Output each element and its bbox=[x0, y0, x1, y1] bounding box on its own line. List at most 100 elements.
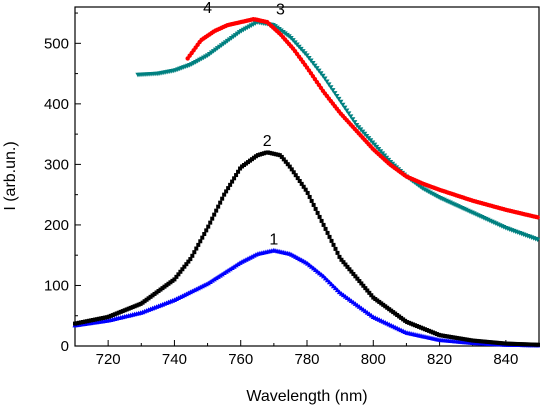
data-point-series-3 bbox=[350, 117, 356, 122]
data-point-series-2 bbox=[333, 246, 338, 251]
data-point-series-3 bbox=[348, 114, 354, 119]
x-axis-ticks: 720 740 760 780 800 820 840 bbox=[74, 340, 540, 368]
data-point-series-2 bbox=[307, 194, 312, 199]
data-point-series-2 bbox=[188, 257, 193, 262]
data-point-series-2 bbox=[295, 176, 300, 181]
data-point-series-2 bbox=[299, 181, 304, 186]
data-point-series-2 bbox=[349, 269, 354, 274]
data-point-series-2 bbox=[361, 283, 366, 288]
x-tick-label: 780 bbox=[294, 351, 319, 368]
x-axis-title: Wavelength (nm) bbox=[246, 388, 367, 405]
data-point-series-2 bbox=[335, 250, 340, 255]
data-point-series-2 bbox=[174, 274, 179, 279]
data-point-series-2 bbox=[283, 159, 288, 164]
data-point-series-4 bbox=[535, 215, 540, 220]
data-point-series-2 bbox=[287, 164, 292, 169]
curve-label: 2 bbox=[263, 133, 272, 150]
series-4 bbox=[185, 17, 540, 220]
data-point-series-3 bbox=[535, 237, 540, 243]
data-point-series-2 bbox=[345, 264, 350, 269]
data-point-series-2 bbox=[202, 232, 207, 237]
data-point-series-2 bbox=[327, 234, 332, 239]
data-point-series-3 bbox=[326, 82, 332, 87]
data-point-series-2 bbox=[367, 290, 372, 295]
data-point-series-2 bbox=[198, 239, 203, 244]
y-axis-title: I (arb.un.) bbox=[2, 141, 19, 210]
data-point-series-2 bbox=[182, 264, 187, 269]
data-point-series-2 bbox=[186, 259, 191, 264]
data-point-series-2 bbox=[220, 196, 225, 201]
data-point-series-2 bbox=[305, 190, 310, 195]
data-point-series-3 bbox=[336, 96, 342, 102]
data-point-series-2 bbox=[353, 274, 358, 279]
data-point-series-2 bbox=[313, 206, 318, 211]
data-point-series-2 bbox=[230, 179, 235, 184]
data-point-series-2 bbox=[236, 169, 241, 174]
data-point-series-3 bbox=[338, 99, 344, 105]
curve-label: 3 bbox=[276, 1, 285, 18]
series-1 bbox=[72, 247, 540, 348]
y-tick-label: 400 bbox=[44, 96, 69, 113]
y-tick-label: 500 bbox=[44, 35, 69, 52]
data-point-series-3 bbox=[314, 66, 320, 71]
annotation-layer: 1 2 3 4 bbox=[203, 0, 285, 248]
data-point-series-2 bbox=[317, 214, 322, 219]
data-point-series-2 bbox=[176, 272, 181, 277]
data-point-series-2 bbox=[303, 187, 308, 192]
x-tick-label: 720 bbox=[96, 351, 121, 368]
data-point-series-3 bbox=[320, 73, 326, 79]
data-point-series-2 bbox=[218, 200, 223, 205]
data-point-series-2 bbox=[321, 222, 326, 227]
data-point-series-2 bbox=[208, 220, 213, 225]
data-point-series-2 bbox=[281, 157, 286, 162]
y-tick-label: 0 bbox=[61, 338, 69, 355]
data-point-series-2 bbox=[339, 257, 344, 262]
data-point-series-2 bbox=[192, 250, 197, 255]
data-point-series-2 bbox=[301, 184, 306, 189]
data-point-series-2 bbox=[238, 166, 243, 171]
data-point-series-3 bbox=[344, 108, 350, 114]
data-point-series-2 bbox=[289, 167, 294, 172]
data-point-series-3 bbox=[310, 61, 316, 66]
data-point-series-3 bbox=[318, 71, 324, 76]
data-point-series-3 bbox=[312, 63, 318, 69]
data-point-series-3 bbox=[334, 93, 340, 99]
data-point-series-2 bbox=[228, 182, 233, 187]
data-point-series-2 bbox=[184, 262, 189, 267]
data-point-series-2 bbox=[325, 230, 330, 235]
series-2 bbox=[73, 150, 540, 347]
data-point-series-2 bbox=[190, 253, 195, 258]
data-point-series-3 bbox=[306, 55, 312, 61]
data-point-series-2 bbox=[172, 277, 177, 282]
data-point-series-2 bbox=[357, 279, 362, 284]
data-point-series-3 bbox=[332, 91, 338, 96]
data-point-series-2 bbox=[222, 192, 227, 197]
data-point-series-2 bbox=[309, 198, 314, 203]
data-point-series-2 bbox=[369, 293, 374, 298]
data-point-series-2 bbox=[224, 189, 229, 194]
data-point-series-2 bbox=[293, 173, 298, 178]
data-point-series-2 bbox=[196, 242, 201, 247]
y-axis-ticks: 0 100 200 300 400 500 bbox=[44, 12, 81, 355]
data-point-series-2 bbox=[341, 260, 346, 265]
data-point-series-3 bbox=[304, 53, 310, 59]
data-point-series-3 bbox=[324, 79, 330, 85]
x-tick-label: 840 bbox=[493, 351, 518, 368]
data-point-series-2 bbox=[279, 154, 284, 159]
data-point-series-2 bbox=[206, 224, 211, 229]
data-point-series-2 bbox=[536, 342, 540, 347]
data-point-series-2 bbox=[331, 242, 336, 247]
data-point-series-3 bbox=[340, 102, 346, 108]
data-point-series-2 bbox=[329, 238, 334, 243]
data-point-series-2 bbox=[180, 267, 185, 272]
data-point-series-2 bbox=[194, 246, 199, 251]
data-point-series-3 bbox=[328, 85, 334, 90]
x-tick-label: 820 bbox=[427, 351, 452, 368]
data-point-series-2 bbox=[315, 210, 320, 215]
data-point-series-2 bbox=[297, 178, 302, 183]
data-point-series-3 bbox=[330, 88, 336, 93]
data-point-series-3 bbox=[352, 120, 358, 125]
x-tick-label: 800 bbox=[361, 351, 386, 368]
data-point-series-2 bbox=[359, 281, 364, 286]
